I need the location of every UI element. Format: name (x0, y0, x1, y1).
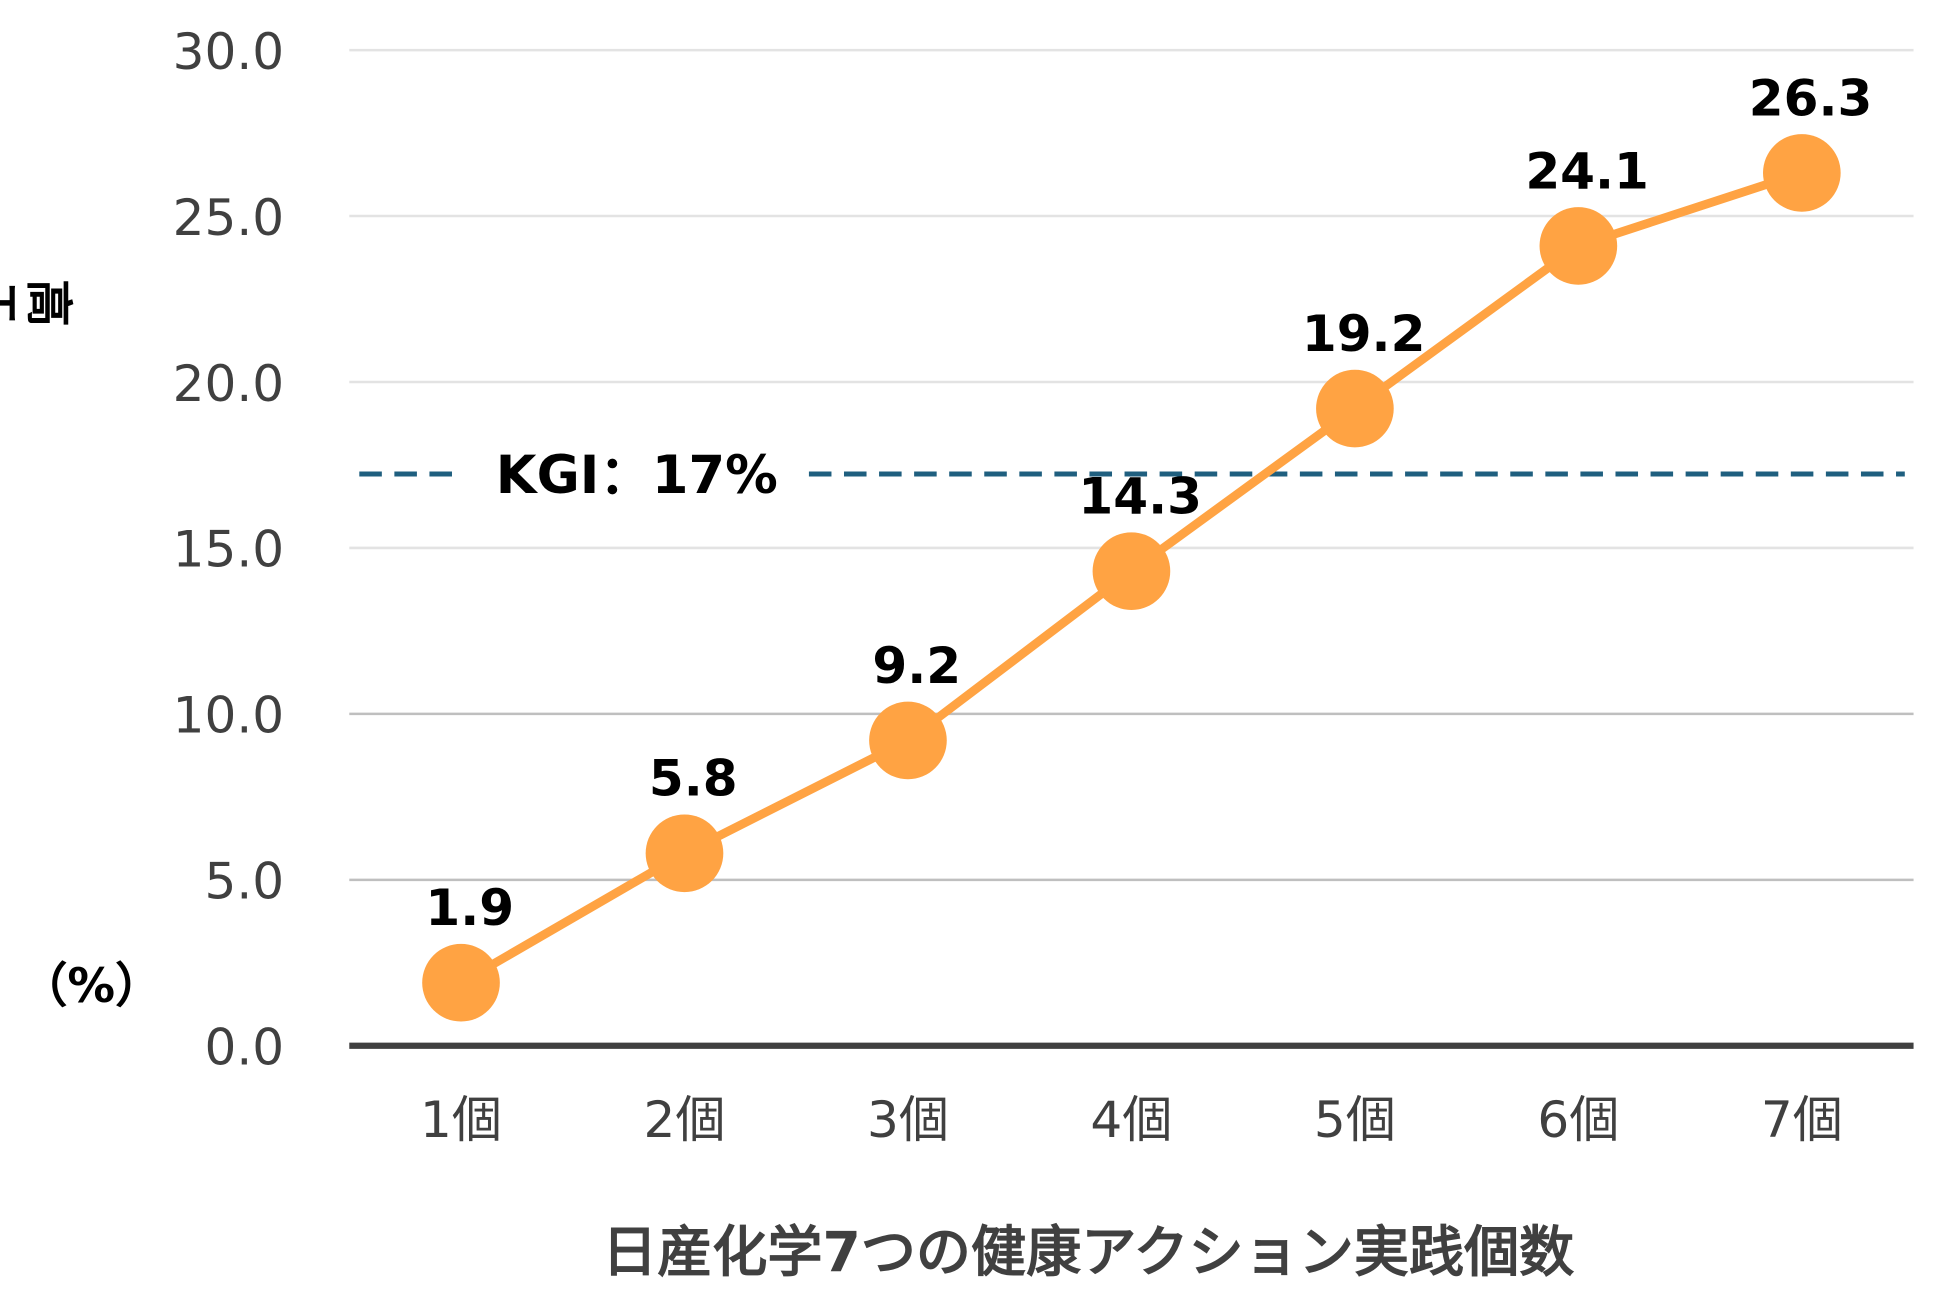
y-tick-label: 5.0 (204, 853, 284, 911)
x-tick-label: 3個 (867, 1091, 949, 1149)
y-tick-label: 10.0 (173, 687, 285, 745)
kgi-label: KGI：17% (496, 445, 778, 506)
x-tick-label: 1個 (420, 1091, 502, 1149)
x-tick-label: 6個 (1537, 1091, 1619, 1149)
data-label: 24.1 (1525, 142, 1649, 200)
y-axis-unit: （%） (20, 959, 163, 1014)
data-point (1763, 134, 1841, 212)
y-tick-label: 0.0 (204, 1019, 284, 1077)
y-tick-label: 15.0 (173, 521, 285, 579)
data-label: 14.3 (1078, 468, 1202, 526)
x-tick-label: 7個 (1761, 1091, 1843, 1149)
y-axis-title-text: 高エンゲージメント者割合 (0, 271, 74, 327)
data-label: 1.9 (425, 879, 514, 937)
data-points: 1.9 5.8 9.2 14.3 19.2 24.1 26.3 (422, 69, 1873, 1022)
x-tick-label: 4個 (1090, 1091, 1172, 1149)
x-axis-ticks: 1個 2個 3個 4個 5個 6個 7個 (420, 1091, 1843, 1149)
y-axis-ticks: 0.0 5.0 10.0 15.0 20.0 25.0 30.0 (173, 23, 285, 1077)
data-point (869, 701, 947, 780)
x-tick-label: 2個 (644, 1091, 726, 1149)
data-label: 9.2 (872, 637, 961, 695)
data-point (1092, 532, 1171, 610)
data-label: 19.2 (1302, 305, 1426, 363)
y-tick-label: 25.0 (173, 189, 285, 247)
data-point (1316, 369, 1394, 448)
data-label: 5.8 (649, 750, 738, 808)
data-point (645, 814, 724, 893)
x-axis-title: 日産化学7つの健康アクション実践個数 (602, 1220, 1575, 1284)
x-tick-label: 5個 (1314, 1091, 1396, 1149)
y-tick-label: 20.0 (173, 355, 285, 413)
y-tick-label: 30.0 (173, 23, 285, 81)
data-point (1539, 207, 1618, 285)
data-point (422, 943, 500, 1022)
data-label: 26.3 (1749, 69, 1873, 127)
kgi-reference-line: KGI：17% (359, 445, 1905, 506)
y-axis-title: 高エンゲージメント者割合 （%） (0, 271, 163, 1014)
